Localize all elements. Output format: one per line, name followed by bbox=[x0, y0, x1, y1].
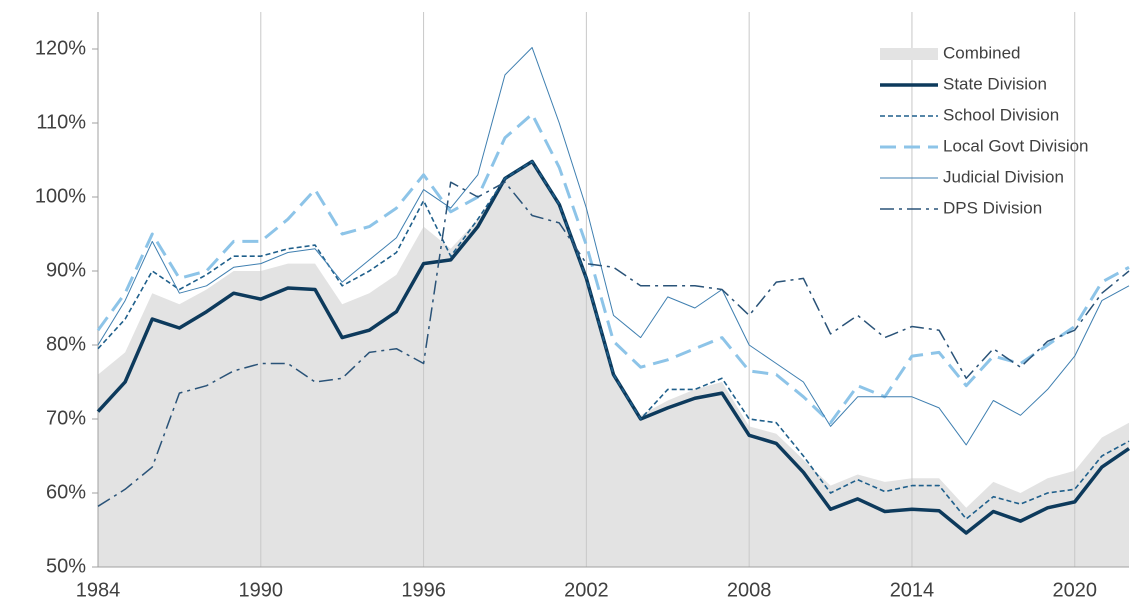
y-tick-label: 60% bbox=[46, 481, 86, 503]
legend-label: Judicial Division bbox=[943, 167, 1064, 186]
y-tick-label: 80% bbox=[46, 333, 86, 355]
area bbox=[98, 161, 1129, 568]
y-tick-label: 100% bbox=[35, 185, 86, 207]
y-tick-label: 70% bbox=[46, 407, 86, 429]
legend-label: Combined bbox=[943, 43, 1021, 62]
legend-swatch bbox=[880, 48, 938, 60]
legend-label: School Division bbox=[943, 105, 1059, 124]
x-tick-label: 1984 bbox=[76, 579, 121, 601]
y-tick-label: 110% bbox=[36, 111, 86, 133]
line bbox=[97, 47, 1130, 446]
line bbox=[97, 181, 1130, 507]
x-tick-label: 2008 bbox=[727, 579, 772, 601]
legend-label: State Division bbox=[943, 74, 1047, 93]
y-tick-label: 50% bbox=[46, 555, 86, 577]
legend-label: Local Govt Division bbox=[943, 136, 1089, 155]
y-tick-label: 90% bbox=[46, 259, 86, 281]
line bbox=[97, 160, 1130, 520]
x-tick-label: 2020 bbox=[1052, 579, 1097, 601]
x-tick-label: 2014 bbox=[890, 579, 935, 601]
x-tick-label: 2002 bbox=[564, 579, 609, 601]
x-tick-label: 1990 bbox=[239, 579, 284, 601]
line bbox=[96, 159, 1130, 535]
legend-label: DPS Division bbox=[943, 198, 1042, 217]
y-tick-label: 120% bbox=[35, 37, 86, 59]
line bbox=[96, 112, 1130, 425]
x-tick-label: 1996 bbox=[401, 579, 446, 601]
